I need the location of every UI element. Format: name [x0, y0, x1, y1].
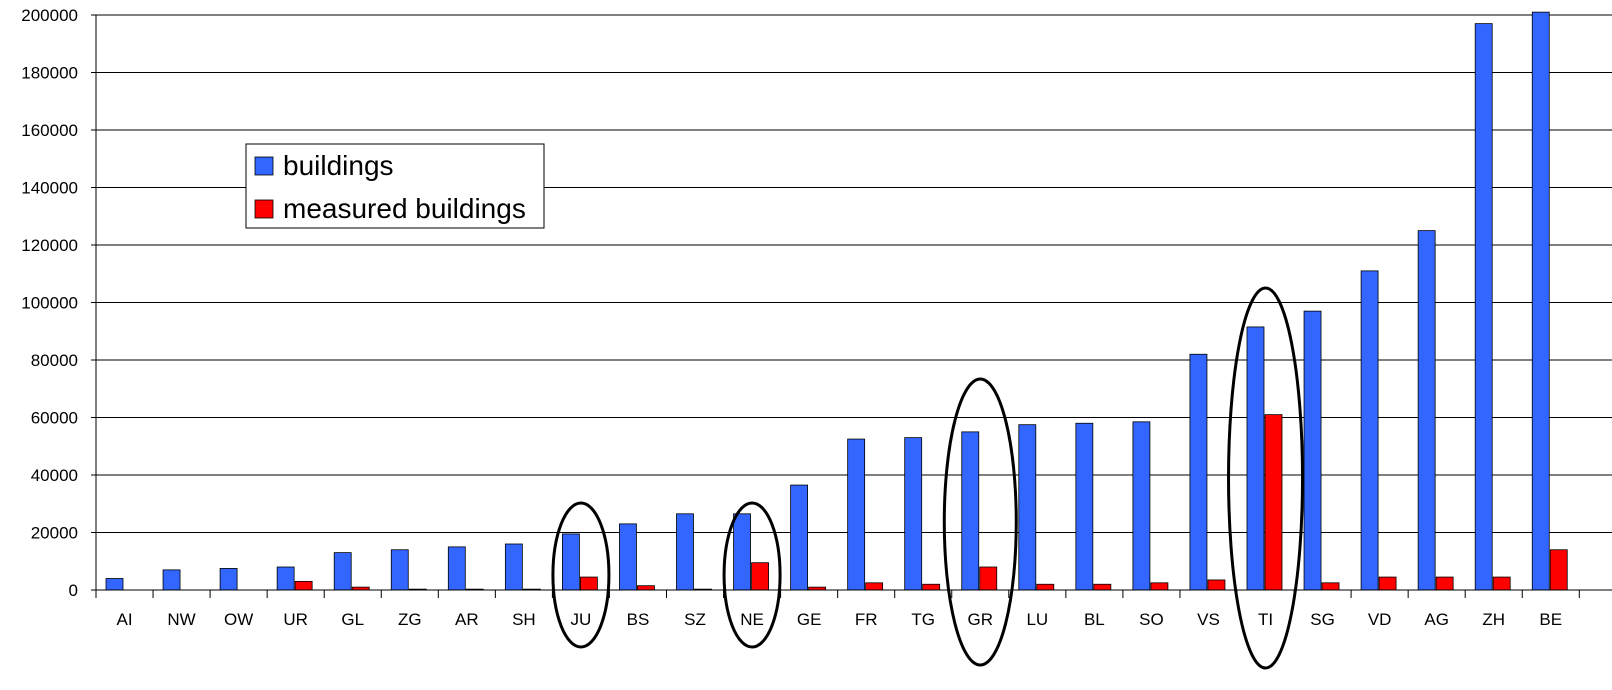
- x-tick-label: VD: [1368, 610, 1392, 629]
- bar-buildings-FR: [847, 438, 866, 591]
- bar-buildings-GR: [961, 431, 980, 591]
- x-tick-label: GL: [341, 610, 364, 629]
- x-tick-label: SG: [1310, 610, 1335, 629]
- bar-measured-buildings-BE: [1549, 549, 1568, 591]
- axes: [91, 14, 1612, 598]
- bar-buildings-ZH: [1474, 23, 1493, 591]
- highlight-ellipses: [551, 286, 1305, 670]
- bar-measured-buildings-VD: [1378, 576, 1397, 591]
- bar-buildings-ZG: [390, 549, 409, 591]
- legend-swatch-buildings: [254, 156, 274, 176]
- bar-buildings-TG: [904, 437, 923, 591]
- bar-measured-buildings-LU: [1036, 583, 1055, 591]
- bar-buildings-BS: [619, 523, 637, 591]
- x-tick-label: SO: [1139, 610, 1164, 629]
- x-tick-label: LU: [1026, 610, 1048, 629]
- bar-measured-buildings-AG: [1435, 576, 1454, 591]
- bar-buildings-VD: [1360, 270, 1379, 591]
- highlight-ellipse-GR: [942, 377, 1018, 667]
- bar-measured-buildings-VS: [1207, 579, 1226, 591]
- x-tick-label: BS: [627, 610, 650, 629]
- bar-measured-buildings-UR: [294, 580, 313, 591]
- bar-buildings-UR: [276, 566, 295, 591]
- bar-measured-buildings-JU: [580, 576, 598, 591]
- x-tick-label: VS: [1197, 610, 1220, 629]
- x-tick-label: OW: [224, 610, 253, 629]
- bar-buildings-AI: [105, 578, 124, 591]
- bar-buildings-VS: [1189, 353, 1208, 591]
- bar-buildings-SZ: [676, 513, 694, 591]
- x-tick-label: GE: [797, 610, 822, 629]
- bar-measured-buildings-GR: [979, 566, 998, 591]
- y-axis-ticks: 0 20000 40000 60000 80000 100000 120000 140000 1…: [21, 6, 78, 600]
- x-tick-label: ZG: [398, 610, 422, 629]
- bar-buildings-SH: [504, 543, 523, 591]
- bar-marks: [105, 11, 1568, 591]
- y-tick-label: 0: [69, 581, 78, 600]
- x-tick-label: AI: [116, 610, 132, 629]
- x-tick-label: TG: [911, 610, 935, 629]
- bar-buildings-AG: [1417, 230, 1436, 591]
- y-tick-label: 120000: [21, 236, 78, 255]
- x-tick-label: JU: [571, 610, 592, 629]
- bar-measured-buildings-ZH: [1492, 576, 1511, 591]
- bar-buildings-SG: [1303, 310, 1322, 591]
- y-tick-label: 20000: [31, 524, 78, 543]
- x-tick-label: BE: [1539, 610, 1562, 629]
- highlight-ellipse-NE: [722, 501, 782, 649]
- bar-buildings-SO: [1132, 421, 1151, 591]
- bar-measured-buildings-TI: [1264, 414, 1283, 591]
- bar-buildings-LU: [1018, 424, 1037, 591]
- x-tick-label: UR: [283, 610, 308, 629]
- x-tick-label: SH: [512, 610, 536, 629]
- bar-measured-buildings-BL: [1093, 583, 1112, 591]
- bar-buildings-GE: [790, 484, 808, 591]
- x-tick-label: GR: [968, 610, 994, 629]
- y-tick-label: 140000: [21, 179, 78, 198]
- y-tick-label: 60000: [31, 409, 78, 428]
- bar-measured-buildings-NE: [751, 562, 769, 591]
- x-tick-label: NE: [740, 610, 764, 629]
- bar-buildings-TI: [1246, 326, 1265, 591]
- bar-measured-buildings-SO: [1150, 582, 1169, 591]
- bar-buildings-NE: [733, 513, 751, 591]
- x-tick-label: SZ: [684, 610, 706, 629]
- legend-label-buildings: buildings: [283, 150, 394, 181]
- x-tick-label: FR: [855, 610, 878, 629]
- bar-buildings-NW: [162, 569, 181, 591]
- highlight-ellipse-JU: [551, 501, 611, 649]
- x-tick-label: BL: [1084, 610, 1105, 629]
- y-tick-label: 80000: [31, 351, 78, 370]
- bar-measured-buildings-BS: [637, 585, 655, 591]
- bar-measured-buildings-FR: [865, 582, 884, 591]
- x-tick-label: NW: [167, 610, 195, 629]
- y-tick-label: 100000: [21, 294, 78, 313]
- x-tick-label: AG: [1424, 610, 1449, 629]
- x-tick-label: AR: [455, 610, 479, 629]
- x-tick-label: ZH: [1482, 610, 1505, 629]
- legend-box: [245, 143, 545, 229]
- y-tick-label: 40000: [31, 466, 78, 485]
- bar-buildings-JU: [562, 533, 580, 591]
- y-tick-label: 200000: [21, 6, 78, 25]
- bar-buildings-GL: [333, 552, 352, 591]
- bar-buildings-BL: [1075, 422, 1094, 591]
- x-axis-ticks: AI NW OW UR GL ZG AR SH JU BS SZ NE GE FR TG GR LU BL SO VS…: [116, 610, 1562, 629]
- x-tick-label: TI: [1258, 610, 1273, 629]
- bar-measured-buildings-SG: [1321, 582, 1340, 591]
- y-tick-label: 180000: [21, 64, 78, 83]
- y-tick-label: 160000: [21, 121, 78, 140]
- bar-measured-buildings-TG: [922, 583, 941, 591]
- bar-buildings-OW: [219, 568, 238, 591]
- bar-buildings-BE: [1531, 11, 1550, 591]
- legend-label-measured-buildings: measured buildings: [283, 193, 526, 224]
- bar-buildings-AR: [447, 546, 466, 591]
- legend-swatch-measured-buildings: [254, 199, 274, 219]
- legend: buildings measured buildings: [245, 143, 545, 229]
- highlight-ellipse-TI: [1227, 286, 1305, 670]
